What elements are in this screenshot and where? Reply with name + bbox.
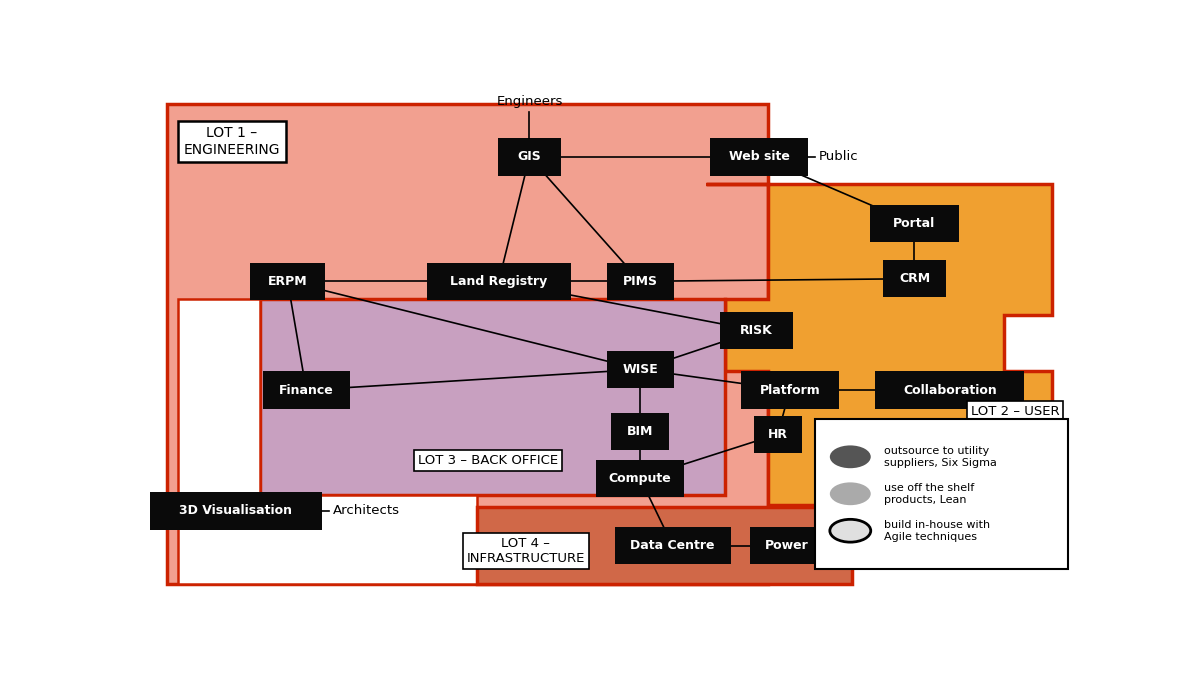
Text: CRM: CRM — [899, 272, 930, 285]
Text: Platform: Platform — [760, 384, 821, 396]
Text: Compute: Compute — [608, 472, 672, 485]
Text: PIMS: PIMS — [623, 275, 658, 288]
Polygon shape — [706, 184, 1052, 505]
Text: use off the shelf
products, Lean: use off the shelf products, Lean — [883, 483, 974, 505]
Text: LOT 1 –
ENGINEERING: LOT 1 – ENGINEERING — [184, 127, 280, 157]
Polygon shape — [178, 495, 478, 584]
Text: Finance: Finance — [278, 384, 334, 396]
Text: Public: Public — [820, 151, 859, 164]
Text: Data Centre: Data Centre — [630, 539, 715, 552]
Text: Portal: Portal — [893, 217, 936, 230]
FancyBboxPatch shape — [611, 413, 668, 450]
Text: LOT 3 – BACK OFFICE: LOT 3 – BACK OFFICE — [418, 454, 558, 466]
Text: outsource to utility
suppliers, Six Sigma: outsource to utility suppliers, Six Sigm… — [883, 446, 997, 468]
Text: Web site: Web site — [728, 151, 790, 164]
Text: LOT 4 –
INFRASTRUCTURE: LOT 4 – INFRASTRUCTURE — [467, 537, 584, 565]
FancyBboxPatch shape — [815, 419, 1068, 569]
FancyBboxPatch shape — [263, 371, 350, 409]
Text: Power: Power — [766, 539, 809, 552]
Polygon shape — [178, 299, 259, 495]
Text: Land Registry: Land Registry — [450, 275, 547, 288]
FancyBboxPatch shape — [614, 527, 731, 564]
FancyBboxPatch shape — [427, 262, 571, 300]
FancyBboxPatch shape — [750, 527, 824, 564]
Text: Collaboration: Collaboration — [902, 384, 997, 396]
Text: build in-house with
Agile techniques: build in-house with Agile techniques — [883, 520, 990, 542]
Text: LOT 2 – USER
EXPERIENCE: LOT 2 – USER EXPERIENCE — [971, 404, 1060, 433]
FancyBboxPatch shape — [720, 312, 793, 349]
Polygon shape — [167, 104, 768, 584]
FancyBboxPatch shape — [742, 371, 839, 409]
Text: WISE: WISE — [623, 363, 658, 376]
Polygon shape — [478, 507, 852, 584]
Text: 3D Visualisation: 3D Visualisation — [179, 504, 292, 518]
Text: GIS: GIS — [517, 151, 541, 164]
FancyBboxPatch shape — [876, 371, 1025, 409]
Text: Architects: Architects — [332, 504, 400, 518]
FancyBboxPatch shape — [754, 415, 802, 453]
FancyBboxPatch shape — [498, 138, 562, 176]
Text: BIM: BIM — [626, 425, 653, 438]
Text: HR: HR — [768, 427, 787, 441]
Circle shape — [830, 483, 871, 505]
FancyBboxPatch shape — [150, 492, 322, 530]
FancyBboxPatch shape — [607, 351, 673, 388]
FancyBboxPatch shape — [607, 262, 673, 300]
FancyBboxPatch shape — [870, 205, 959, 242]
Polygon shape — [259, 299, 725, 495]
FancyBboxPatch shape — [710, 138, 808, 176]
FancyBboxPatch shape — [883, 260, 946, 297]
Circle shape — [830, 446, 871, 468]
Text: RISK: RISK — [740, 324, 773, 337]
Text: Engineers: Engineers — [497, 95, 563, 108]
FancyBboxPatch shape — [596, 460, 684, 497]
FancyBboxPatch shape — [251, 262, 325, 300]
Text: ERPM: ERPM — [268, 275, 307, 288]
Circle shape — [830, 520, 871, 542]
